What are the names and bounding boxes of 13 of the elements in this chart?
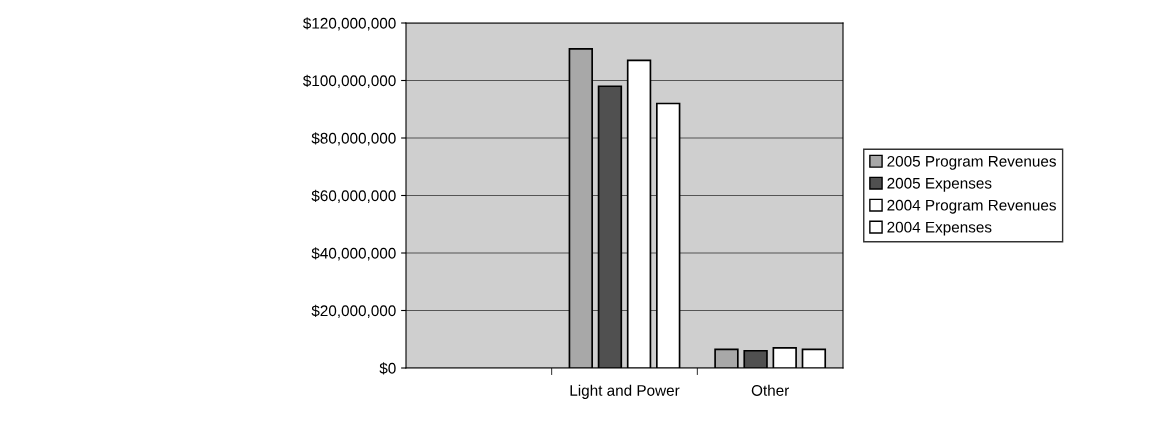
y-tick-label: $40,000,000	[311, 247, 396, 261]
y-tick-label: $120,000,000	[302, 17, 396, 31]
y-tick-label: $0	[379, 362, 396, 375]
x-tick-label: Other	[751, 384, 790, 396]
y-tick-label: $80,000,000	[311, 132, 396, 146]
y-tick-label: $60,000,000	[311, 189, 396, 203]
legend-label: 2004 Program Revenues	[887, 199, 1056, 214]
legend-label: 2005 Expenses	[887, 177, 992, 192]
y-tick-label: $20,000,000	[311, 304, 396, 318]
legend-label: 2004 Expenses	[887, 221, 992, 236]
legend-label: 2005 Program Revenues	[887, 155, 1056, 170]
y-tick-label: $100,000,000	[302, 74, 396, 88]
x-tick-label: Light and Power	[570, 384, 680, 399]
